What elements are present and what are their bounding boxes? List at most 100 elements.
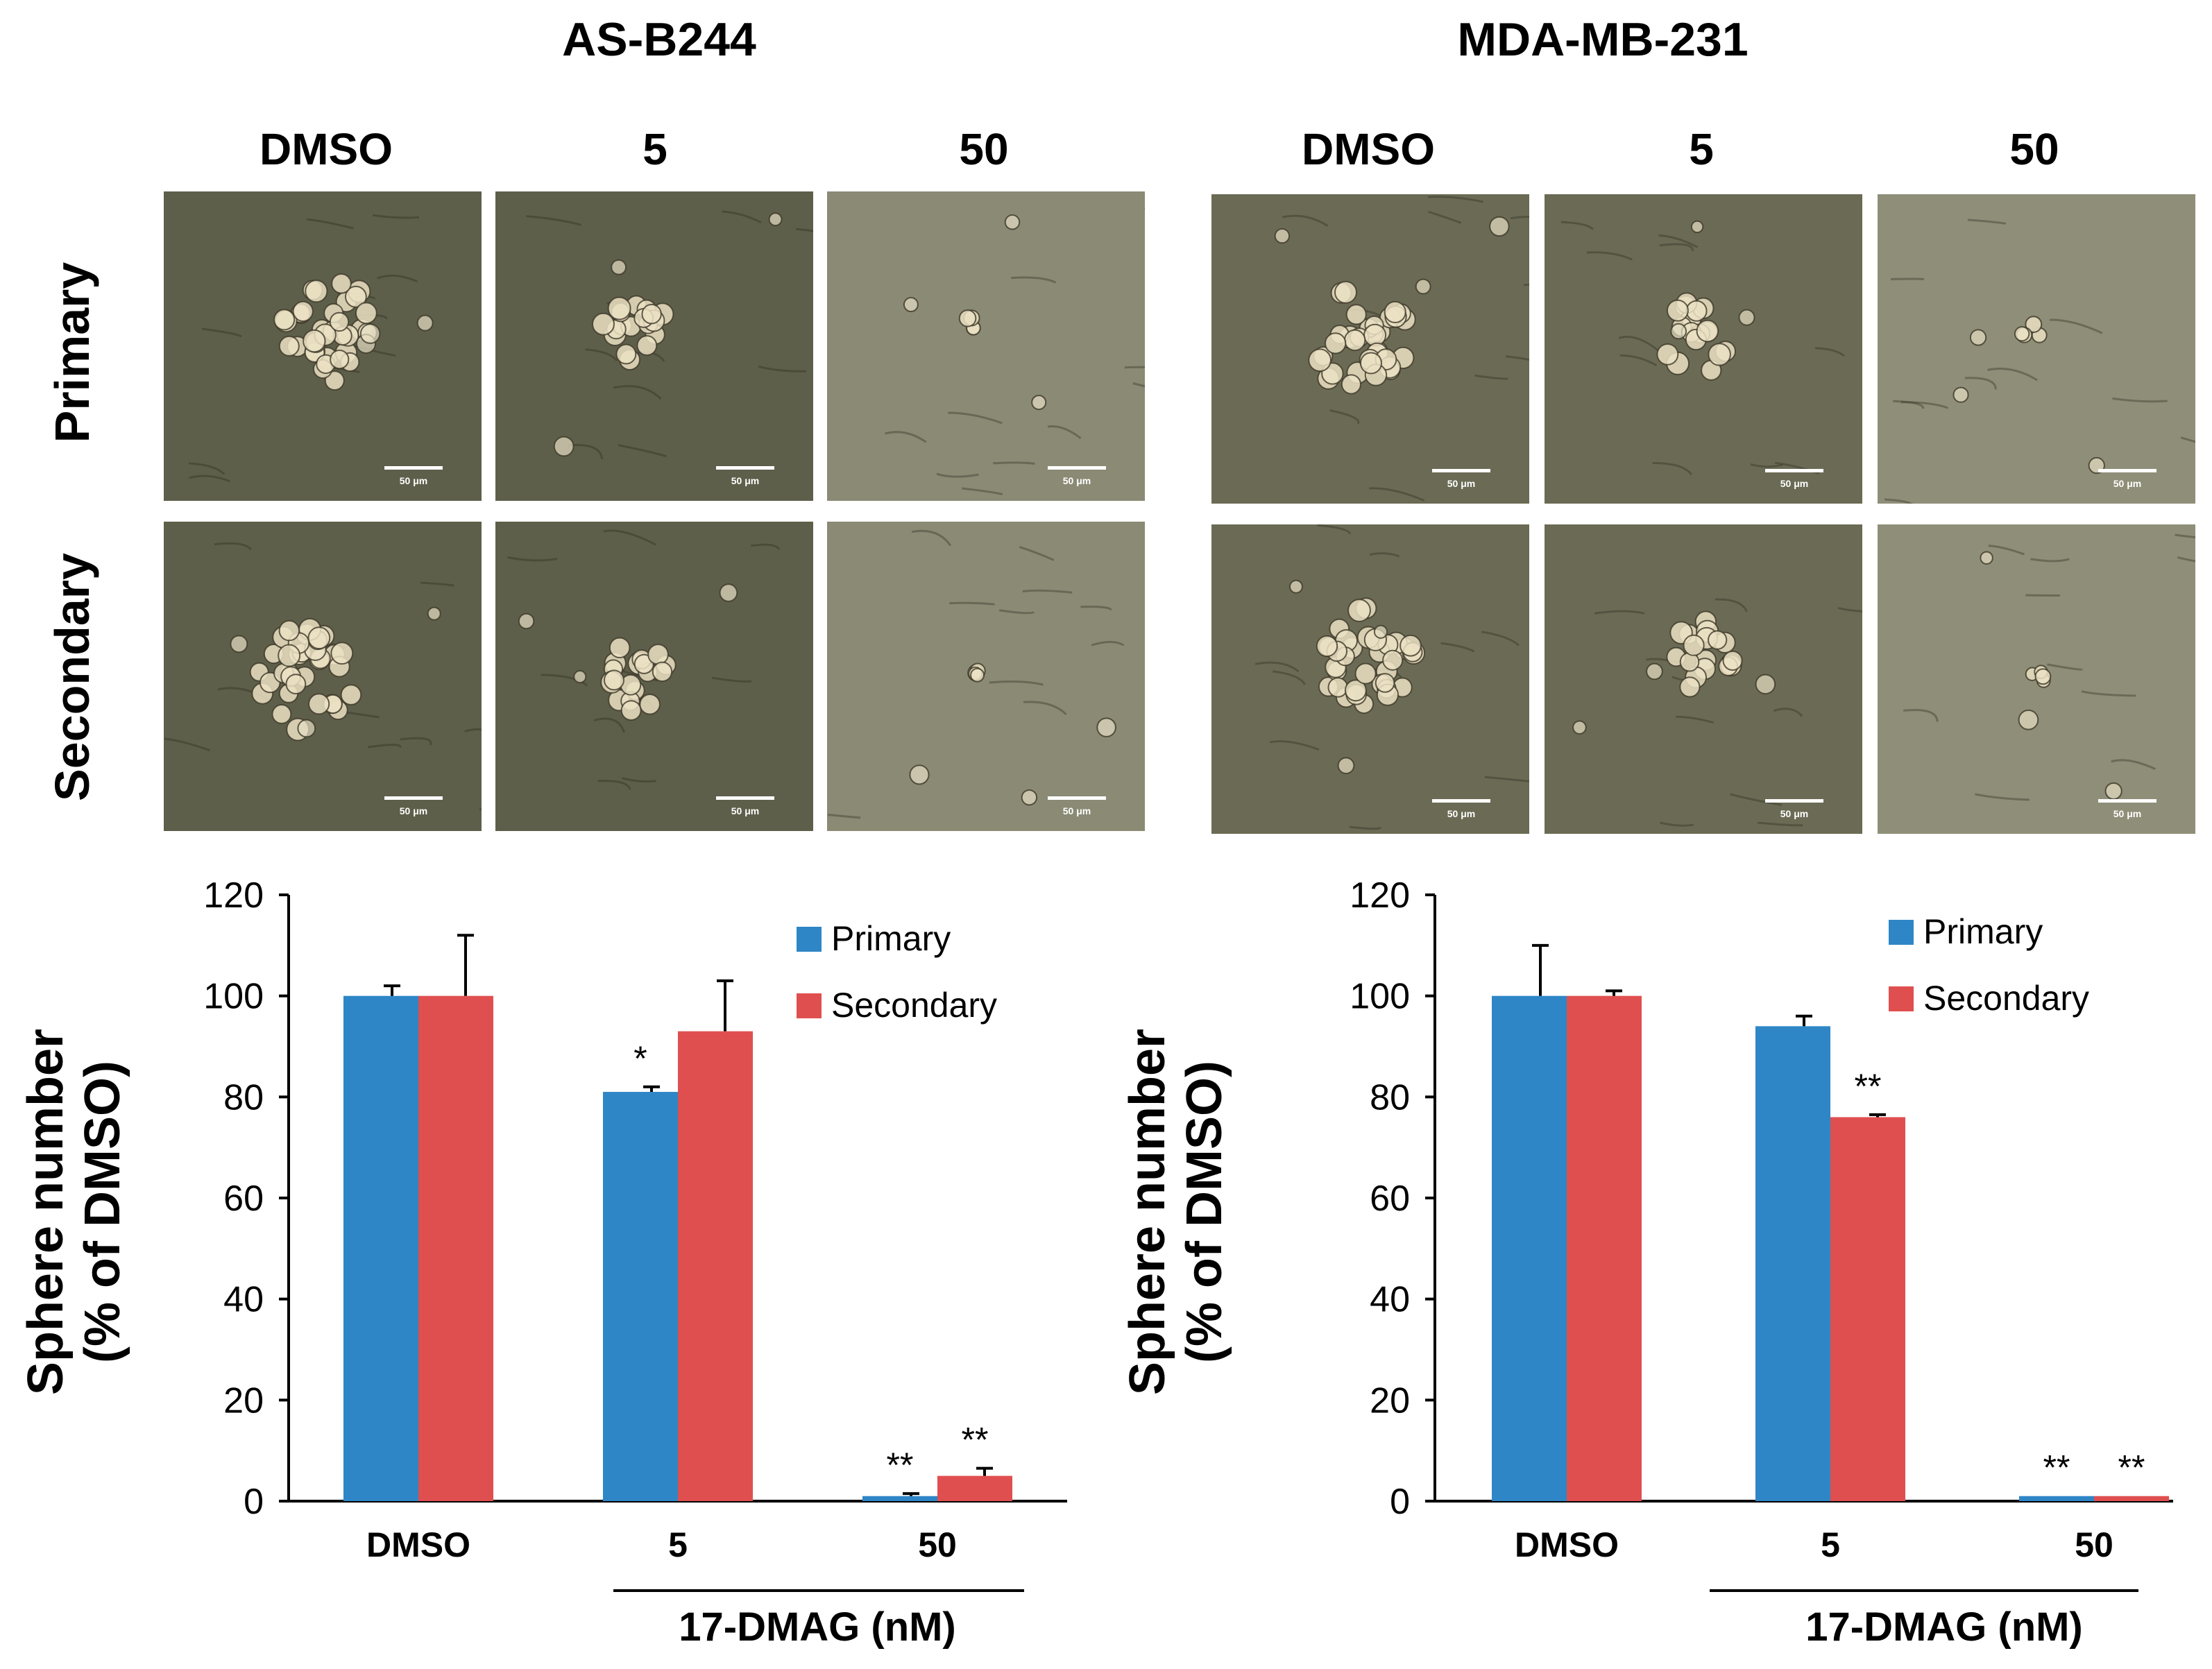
legend-swatch-primary	[1889, 920, 1914, 945]
col-label-dmso: DMSO	[1302, 124, 1435, 174]
significance-marker: **	[2043, 1448, 2070, 1487]
micrograph-secondary-dmso: 50 μm	[164, 522, 482, 831]
legend-label-secondary: Secondary	[1923, 979, 2089, 1018]
y-axis-label: Sphere number	[18, 1029, 74, 1395]
legend-label-primary: Primary	[1923, 912, 2043, 951]
y-tick-label: 0	[244, 1482, 264, 1522]
scale-bar-label: 50 μm	[1780, 808, 1808, 819]
row-label-secondary: Secondary	[45, 553, 99, 801]
micrograph-primary-5: 50 μm	[495, 191, 813, 501]
y-tick-label: 120	[203, 875, 264, 916]
significance-marker: *	[633, 1039, 647, 1078]
x-tick-label: DMSO	[366, 1525, 470, 1564]
y-tick-label: 20	[1370, 1380, 1410, 1421]
scale-bar	[716, 466, 774, 470]
legend-swatch-primary	[797, 927, 822, 952]
y-tick-label: 100	[1350, 977, 1410, 1017]
scale-bar-label: 50 μm	[400, 475, 427, 486]
y-axis-label: Sphere number	[1120, 1029, 1175, 1395]
bar-chart-as-b244: 0 20 40 60 80 100 120 DMSO * 5 ** ** 50 17-DMAG (nM) S…	[18, 875, 1067, 1650]
scale-bar-label: 50 μm	[1447, 808, 1475, 819]
x-tick-label: 5	[668, 1525, 688, 1564]
scale-bar-label: 50 μm	[2113, 808, 2141, 819]
x-tick-label: DMSO	[1515, 1525, 1619, 1564]
scale-bar	[384, 796, 443, 800]
scale-bar-label: 50 μm	[1447, 478, 1475, 489]
row-label-primary: Primary	[45, 262, 99, 443]
micrograph-primary-50: 50 μm	[1878, 194, 2195, 504]
scale-bar	[1048, 466, 1106, 470]
legend-label-primary: Primary	[831, 919, 951, 958]
scale-bar-label: 50 μm	[1063, 805, 1091, 816]
x-tick-label: 50	[918, 1525, 957, 1564]
x-axis-label: 17-DMAG (nM)	[679, 1604, 956, 1650]
scale-bar-label: 50 μm	[1063, 475, 1091, 486]
scale-bar	[1765, 799, 1823, 803]
significance-marker: **	[2118, 1448, 2145, 1487]
significance-marker: **	[887, 1446, 914, 1484]
bar-secondary-5	[678, 1031, 753, 1501]
legend-label-secondary: Secondary	[831, 986, 997, 1025]
scale-bar-label: 50 μm	[2113, 478, 2141, 489]
col-label-5: 5	[643, 124, 667, 174]
micrograph-secondary-5: 50 μm	[1545, 524, 1862, 834]
y-tick-label: 60	[223, 1179, 264, 1219]
legend-swatch-secondary	[1889, 986, 1914, 1011]
scale-bar	[1432, 799, 1490, 803]
scale-bar	[384, 466, 443, 470]
col-label-5: 5	[1689, 124, 1714, 174]
y-tick-label: 0	[1390, 1482, 1410, 1522]
scale-bar	[1432, 469, 1490, 472]
bar-primary-dmso	[1492, 995, 1567, 1501]
scale-bar	[1765, 469, 1823, 472]
significance-marker: **	[1855, 1067, 1882, 1106]
y-tick-label: 80	[223, 1077, 264, 1118]
col-label-50: 50	[959, 124, 1009, 174]
panel-title-as-b244: AS-B244	[562, 13, 756, 66]
scale-bar	[716, 796, 774, 800]
bar-secondary-dmso	[1567, 995, 1642, 1501]
y-axis-label-unit: (% of DMSO)	[1177, 1061, 1232, 1363]
micrograph-secondary-50: 50 μm	[1878, 524, 2195, 834]
scale-bar-label: 50 μm	[731, 475, 759, 486]
col-label-dmso: DMSO	[260, 124, 393, 174]
bar-primary-50	[2019, 1496, 2094, 1501]
scale-bar-label: 50 μm	[400, 805, 427, 816]
y-tick-label: 80	[1370, 1077, 1410, 1118]
scale-bar	[2098, 799, 2156, 803]
scale-bar	[2098, 469, 2156, 472]
significance-marker: **	[962, 1421, 989, 1460]
y-tick-label: 120	[1350, 875, 1410, 916]
bar-primary-5	[603, 1092, 678, 1501]
y-axis-label-unit: (% of DMSO)	[75, 1061, 130, 1363]
y-tick-label: 60	[1370, 1179, 1410, 1219]
bar-secondary-50	[2094, 1496, 2169, 1501]
x-axis-label: 17-DMAG (nM)	[1805, 1604, 2083, 1650]
bar-secondary-dmso	[418, 995, 493, 1501]
col-label-50: 50	[2009, 124, 2059, 174]
bar-secondary-50	[937, 1475, 1012, 1501]
scale-bar-label: 50 μm	[731, 805, 759, 816]
scale-bar	[1048, 796, 1106, 800]
bar-primary-50	[862, 1496, 937, 1501]
micrograph-secondary-dmso: 50 μm	[1211, 524, 1529, 834]
bar-primary-5	[1755, 1026, 1830, 1501]
bar-primary-dmso	[343, 995, 418, 1501]
micrograph-secondary-50: 50 μm	[827, 522, 1145, 831]
y-tick-label: 100	[203, 977, 264, 1017]
panel-title-mda-mb-231: MDA-MB-231	[1457, 13, 1749, 66]
micrograph-primary-dmso: 50 μm	[164, 191, 482, 501]
micrograph-primary-50: 50 μm	[827, 191, 1145, 501]
x-tick-label: 50	[2075, 1525, 2113, 1564]
micrograph-primary-5: 50 μm	[1545, 194, 1862, 504]
micrograph-primary-dmso: 50 μm	[1211, 194, 1529, 504]
y-tick-label: 40	[223, 1280, 264, 1320]
scale-bar-label: 50 μm	[1780, 478, 1808, 489]
x-tick-label: 5	[1821, 1525, 1840, 1564]
legend-swatch-secondary	[797, 993, 822, 1018]
micrograph-secondary-5: 50 μm	[495, 522, 813, 831]
y-tick-label: 20	[223, 1380, 264, 1421]
bar-secondary-5	[1830, 1117, 1905, 1501]
y-tick-label: 40	[1370, 1280, 1410, 1320]
